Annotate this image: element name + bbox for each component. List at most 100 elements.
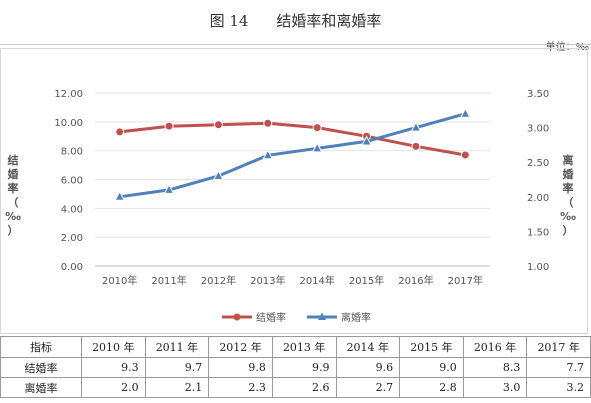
legend: 结婚率 离婚率 <box>222 311 371 324</box>
table-cell: 结婚率 <box>0 357 82 378</box>
table-row: 结婚率 9.3 9.7 9.8 9.9 9.6 9.0 8.3 7.7 <box>0 357 591 378</box>
table-header-cell: 2013 年 <box>271 336 337 358</box>
axis-title-char: 婚 <box>563 167 574 181</box>
table-cell: 2.3 <box>208 377 273 398</box>
axis-title-char: ） <box>563 224 574 237</box>
marriage-legend-label: 结婚率 <box>256 311 286 324</box>
axis-title-char: 率 <box>563 181 574 195</box>
divorce-rate-point <box>311 142 323 153</box>
table-header-cell: 2014 年 <box>335 336 401 358</box>
right-tick-label: 2.50 <box>527 158 549 169</box>
table-header-cell: 2016 年 <box>462 336 528 358</box>
marriage-rate-point <box>312 123 322 133</box>
chart-frame <box>0 48 588 334</box>
divorce-rate-point <box>163 183 175 194</box>
right-tick-label: 1.00 <box>527 262 549 273</box>
axis-title-char: （ <box>563 196 574 209</box>
axis-title-char: ‰ <box>5 210 21 223</box>
right-tick-label: 3.50 <box>527 89 549 100</box>
table-cell: 8.3 <box>462 357 528 378</box>
x-tick-label: 2012年 <box>201 274 236 287</box>
marriage-rate-point <box>213 120 223 130</box>
table-cell: 9.8 <box>208 357 273 378</box>
table-cell: 2.1 <box>144 377 210 398</box>
divorce-rate-line <box>119 112 466 199</box>
table-cell: 2.8 <box>399 377 464 398</box>
figure-number: 图 14 <box>209 12 249 30</box>
table-cell: 2.7 <box>335 377 401 398</box>
x-tick-label: 2013年 <box>250 274 285 287</box>
left-tick-label: 10.00 <box>54 118 83 129</box>
marriage-rate-point <box>263 118 273 128</box>
marriage-rate-point <box>411 141 421 151</box>
table-header-cell: 指标 <box>0 336 82 358</box>
axis-title-char: 率 <box>8 181 19 195</box>
right-tick-label: 2.00 <box>527 193 549 204</box>
data-table: 指标 2010 年 2011 年 2012 年 2013 年 2014 年 20… <box>0 336 591 398</box>
series-group <box>114 107 471 201</box>
table-header-cell: 2012 年 <box>208 336 273 358</box>
right-tick-label: 3.00 <box>527 124 549 135</box>
table-cell: 9.9 <box>271 357 337 378</box>
axis-title-char: ‰ <box>560 210 576 223</box>
x-tick-label: 2011年 <box>151 274 186 287</box>
table-row: 离婚率 2.0 2.1 2.3 2.6 2.7 2.8 3.0 3.2 <box>0 377 591 398</box>
table-header-cell: 2010 年 <box>81 336 146 358</box>
axis-title-char: （ <box>8 196 19 209</box>
left-axis-ticks: 0.00 2.00 4.00 6.00 8.00 10.00 12.00 <box>54 89 83 273</box>
table-cell: 9.0 <box>399 357 464 378</box>
divorce-rate-point <box>213 169 224 181</box>
right-axis-ticks: 1.00 1.50 2.00 2.50 3.00 3.50 <box>527 89 549 273</box>
left-tick-label: 0.00 <box>61 262 83 273</box>
left-tick-label: 6.00 <box>61 176 83 187</box>
figure-title: 图 14 结婚率和离婚率 <box>0 10 591 31</box>
axis-title-char: 婚 <box>8 167 19 181</box>
x-tick-label: 2015年 <box>349 274 384 287</box>
table-cell: 9.3 <box>81 357 146 378</box>
table-cell: 2.0 <box>81 377 146 398</box>
left-tick-label: 4.00 <box>61 204 83 215</box>
divorce-rate-point <box>114 190 126 201</box>
marriage-rate-point <box>164 121 174 131</box>
table-header-cell: 2015 年 <box>399 336 464 358</box>
x-tick-label: 2016年 <box>398 274 433 287</box>
gridlines <box>95 92 490 267</box>
table-cell: 离婚率 <box>0 377 82 398</box>
divorce-rate-point <box>262 149 274 160</box>
marriage-rate-line <box>119 121 466 157</box>
axis-title-char: ） <box>8 224 19 237</box>
divorce-rate-point <box>361 135 372 146</box>
x-tick-label: 2010年 <box>102 274 137 287</box>
table-cell: 7.7 <box>526 357 591 378</box>
marriage-legend-marker <box>233 313 241 321</box>
axis-title-char: 离 <box>563 153 574 167</box>
table-cell: 9.6 <box>335 357 401 378</box>
x-axis-ticks: 2010年 2011年 2012年 2013年 2014年 2015年 2016年 2017年 <box>102 274 483 287</box>
marriage-rate-point <box>460 150 470 160</box>
unit-label: 单位：‰ <box>545 42 589 53</box>
title-divider <box>0 44 591 45</box>
left-tick-label: 8.00 <box>61 147 83 158</box>
marriage-rate-point <box>115 127 125 137</box>
divorce-legend-label: 离婚率 <box>341 311 371 324</box>
x-tick-label: 2014年 <box>299 274 334 287</box>
axis-title-char: 结 <box>7 153 19 167</box>
left-axis-title: 结婚率（‰） <box>5 153 21 237</box>
divorce-rate-point <box>410 121 422 132</box>
left-tick-label: 2.00 <box>61 233 83 244</box>
table-cell: 9.7 <box>144 357 210 378</box>
divorce-rate-point <box>459 107 471 118</box>
left-tick-label: 12.00 <box>54 89 83 100</box>
right-tick-label: 1.50 <box>527 227 549 238</box>
right-axis-title: 离婚率（‰） <box>560 153 576 237</box>
table-cell: 3.2 <box>526 377 591 398</box>
table-header-row: 指标 2010 年 2011 年 2012 年 2013 年 2014 年 20… <box>0 336 591 358</box>
table-cell: 3.0 <box>462 377 528 398</box>
x-tick-label: 2017年 <box>448 274 483 287</box>
line-chart: 0.00 2.00 4.00 6.00 8.00 10.00 12.00 1.00 1.50 2… <box>5 89 576 324</box>
figure-name: 结婚率和离婚率 <box>276 12 382 30</box>
table-header-cell: 2011 年 <box>144 336 210 358</box>
table-cell: 2.6 <box>271 377 337 398</box>
table-header-cell: 2017 年 <box>526 336 591 358</box>
divorce-legend-marker <box>318 312 326 320</box>
